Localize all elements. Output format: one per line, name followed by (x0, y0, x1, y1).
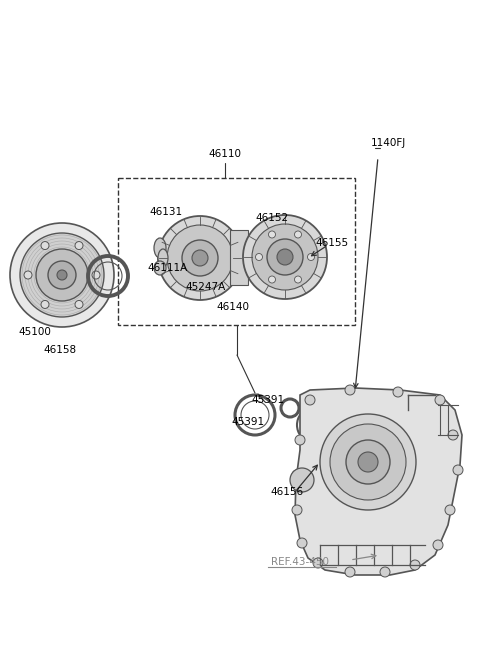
Ellipse shape (154, 238, 166, 258)
Circle shape (92, 271, 100, 279)
Circle shape (358, 452, 378, 472)
Circle shape (36, 249, 88, 301)
Text: 46110: 46110 (208, 149, 241, 159)
Circle shape (393, 387, 403, 397)
Text: 45391: 45391 (252, 395, 285, 405)
Text: 45391: 45391 (231, 417, 264, 427)
Circle shape (277, 249, 293, 265)
Circle shape (295, 276, 301, 283)
Text: 45100: 45100 (19, 327, 51, 337)
Circle shape (345, 385, 355, 395)
Circle shape (243, 215, 327, 299)
Circle shape (268, 276, 276, 283)
Circle shape (448, 430, 458, 440)
Circle shape (57, 270, 67, 280)
Text: 46111A: 46111A (148, 263, 188, 273)
Circle shape (410, 560, 420, 570)
Circle shape (295, 231, 301, 238)
Text: 46152: 46152 (255, 213, 288, 223)
Circle shape (292, 505, 302, 515)
Circle shape (346, 440, 390, 484)
Text: 46131: 46131 (149, 207, 182, 217)
Text: REF.43-450: REF.43-450 (271, 557, 329, 567)
Circle shape (292, 470, 302, 480)
Circle shape (308, 253, 314, 260)
Ellipse shape (154, 261, 166, 275)
Circle shape (433, 540, 443, 550)
Circle shape (268, 231, 276, 238)
Circle shape (320, 414, 416, 510)
Text: 1140FJ: 1140FJ (371, 138, 406, 148)
Circle shape (48, 261, 76, 289)
Circle shape (453, 465, 463, 475)
Circle shape (345, 567, 355, 577)
Circle shape (290, 468, 314, 492)
Circle shape (20, 233, 104, 317)
Circle shape (330, 424, 406, 500)
Text: 46156: 46156 (270, 487, 303, 497)
Circle shape (445, 505, 455, 515)
Circle shape (192, 250, 208, 266)
Circle shape (313, 558, 323, 568)
Polygon shape (295, 388, 462, 575)
Circle shape (297, 538, 307, 548)
Circle shape (41, 300, 49, 308)
Circle shape (24, 271, 32, 279)
Text: 46140: 46140 (216, 302, 250, 312)
Circle shape (158, 216, 242, 300)
Ellipse shape (158, 249, 168, 267)
Circle shape (435, 395, 445, 405)
Polygon shape (230, 230, 248, 285)
Text: 46158: 46158 (43, 345, 77, 355)
Circle shape (252, 224, 318, 290)
Circle shape (255, 253, 263, 260)
Circle shape (267, 239, 303, 275)
Circle shape (41, 241, 49, 249)
Circle shape (380, 567, 390, 577)
Circle shape (305, 395, 315, 405)
Circle shape (182, 240, 218, 276)
Text: 45247A: 45247A (186, 282, 226, 292)
Circle shape (75, 300, 83, 308)
Text: 46155: 46155 (315, 238, 348, 248)
Circle shape (75, 241, 83, 249)
Circle shape (10, 223, 114, 327)
Circle shape (295, 435, 305, 445)
Circle shape (167, 225, 233, 291)
